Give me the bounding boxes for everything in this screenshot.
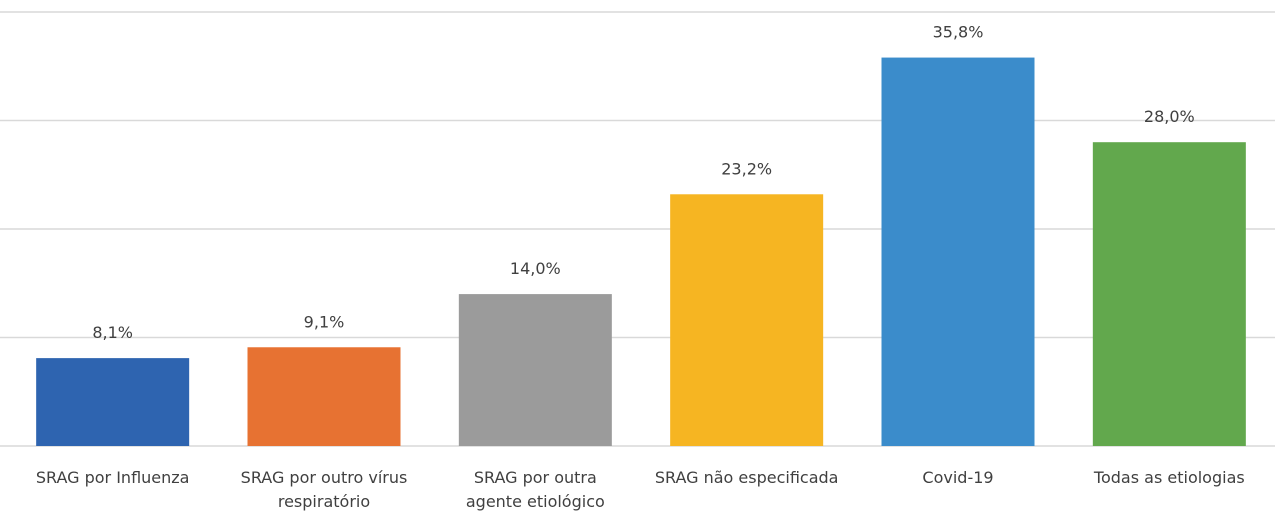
bar bbox=[36, 358, 190, 446]
x-tick-label: SRAG por outra agente etiológico bbox=[465, 468, 605, 511]
data-label: 8,1% bbox=[92, 323, 133, 342]
bar bbox=[881, 57, 1035, 446]
data-label: 23,2% bbox=[721, 159, 772, 178]
data-label: 9,1% bbox=[304, 312, 345, 331]
x-tick-label: SRAG por outro vírus respiratório bbox=[240, 468, 408, 511]
bar bbox=[247, 347, 401, 446]
bar bbox=[670, 194, 824, 446]
data-label: 28,0% bbox=[1144, 107, 1195, 126]
x-tick-label: Todas as etiologias bbox=[1093, 468, 1245, 487]
data-label: 35,8% bbox=[933, 23, 984, 42]
data-label: 14,0% bbox=[510, 259, 561, 278]
x-tick-label: SRAG por Influenza bbox=[35, 468, 190, 487]
x-tick-label: Covid-19 bbox=[922, 468, 994, 487]
bar bbox=[1092, 142, 1246, 446]
x-tick-label: SRAG não especificada bbox=[654, 468, 839, 487]
bar bbox=[458, 294, 612, 446]
